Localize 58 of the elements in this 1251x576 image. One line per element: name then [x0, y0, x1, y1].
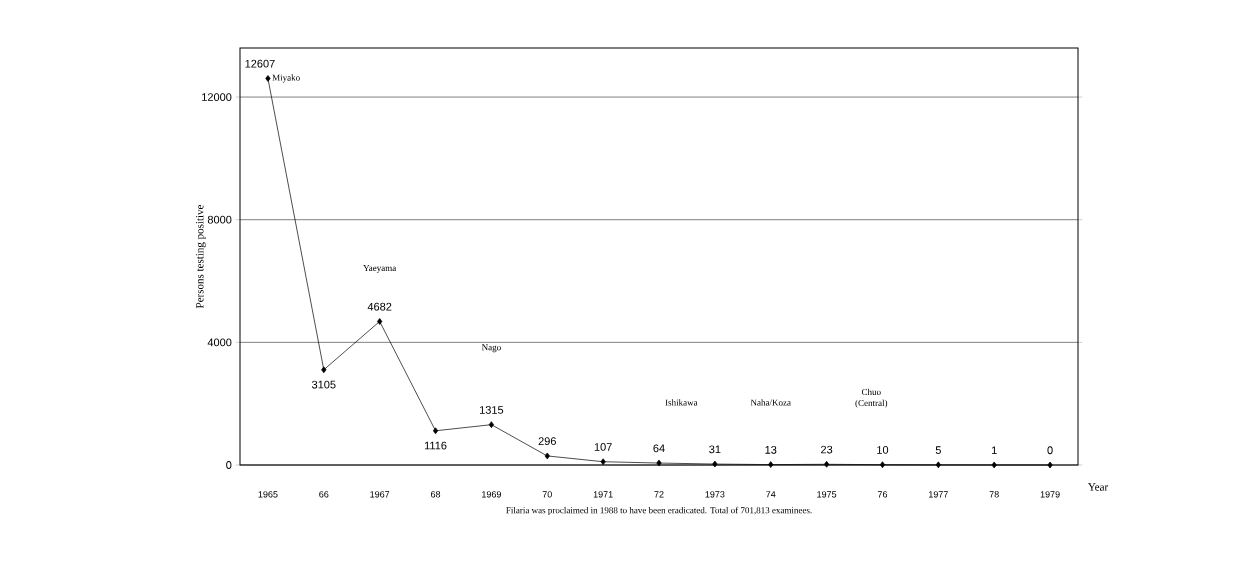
y-tick-label: 12000	[202, 93, 232, 101]
x-tick-label: 78	[989, 491, 999, 498]
x-tick-label: 1971	[593, 491, 613, 498]
annotation: Miyako	[272, 74, 300, 83]
annotation: Nago	[481, 344, 501, 353]
data-label: 1315	[480, 406, 504, 414]
point	[544, 452, 550, 460]
x-tick-label: 1975	[817, 491, 837, 498]
x-tick-label: 76	[877, 491, 888, 498]
point	[991, 461, 997, 469]
x-axis-title: Year	[1088, 483, 1109, 491]
x-tick-label: 72	[654, 491, 664, 498]
point	[600, 458, 606, 466]
point	[488, 421, 495, 429]
y-tick-label: 4000	[207, 338, 232, 347]
data-label: 31	[709, 445, 721, 454]
x-tick-label: 1969	[482, 491, 501, 498]
y-axis-title: Persons testing positive	[196, 204, 206, 309]
data-label: 4682	[367, 302, 392, 311]
text: Filaria was proclaimed in 1988 to have been eradicated. Total of 701,813 examinees.	[506, 506, 812, 516]
annotation: Yaeyama	[363, 265, 397, 273]
point	[824, 460, 830, 468]
x-tick-label: 1977	[929, 491, 948, 498]
point	[1047, 461, 1053, 469]
data-label: 10	[877, 446, 889, 454]
annotation: Ishikawa	[665, 399, 698, 406]
point	[432, 427, 439, 435]
x-tick-label: 68	[430, 491, 441, 498]
data-label: 64	[653, 444, 665, 453]
point	[712, 460, 718, 468]
data-label: 5	[935, 446, 941, 454]
y-tick-label: 0	[226, 461, 232, 469]
data-label: 107	[594, 443, 612, 451]
data-label: 13	[765, 445, 777, 454]
data-label: 12607	[245, 59, 275, 68]
data-label: 296	[538, 437, 556, 446]
data-label: 3105	[311, 380, 336, 389]
point	[768, 461, 774, 468]
point	[879, 461, 886, 469]
x-tick-label: 1965	[258, 491, 278, 498]
x-tick-label: 74	[766, 491, 776, 498]
point	[656, 459, 662, 467]
y-tick-label: 8000	[207, 215, 232, 224]
data-label: 1116	[424, 441, 447, 450]
point	[935, 461, 941, 469]
point	[321, 366, 327, 374]
x-tick-label: 66	[319, 491, 329, 498]
data-label: 1	[991, 446, 997, 455]
annotation: Naha/Koza	[750, 399, 791, 406]
x-tick-label: 70	[542, 491, 552, 498]
annotation: Chuo (Central)	[855, 388, 888, 408]
data-label: 0	[1047, 446, 1053, 455]
data-label: 23	[821, 445, 833, 454]
x-tick-label: 1967	[370, 491, 390, 498]
point	[377, 318, 383, 325]
point	[265, 75, 271, 82]
x-tick-label: 1979	[1040, 491, 1060, 498]
x-tick-label: 1973	[705, 491, 725, 498]
